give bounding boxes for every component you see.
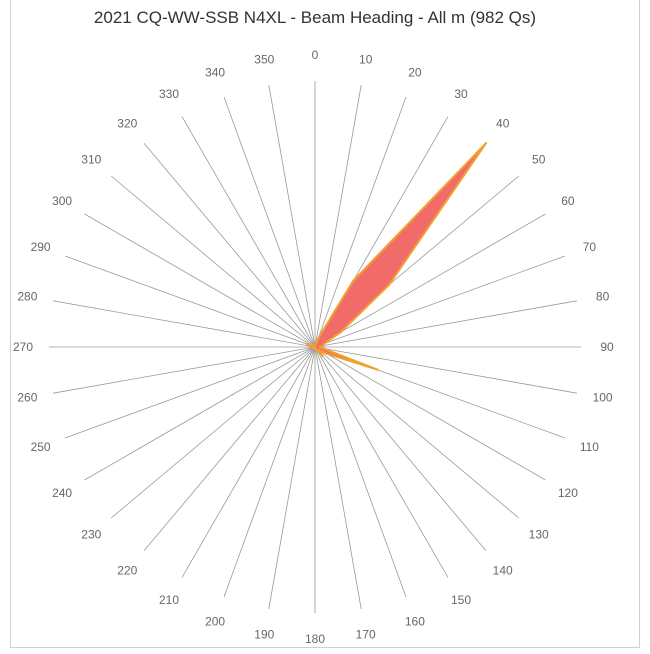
data-point-350 [313, 344, 316, 347]
spoke-label-140: 140 [493, 564, 513, 578]
spoke-label-100: 100 [593, 391, 613, 405]
spoke-line-150 [314, 346, 449, 578]
chart-title: 2021 CQ-WW-SSB N4XL - Beam Heading - All… [93, 8, 537, 27]
spoke-line-280 [52, 300, 316, 348]
data-point-90 [318, 345, 322, 349]
series-area-0 [306, 142, 487, 371]
data-point-60 [339, 330, 343, 334]
spoke-line-290 [64, 255, 316, 348]
spoke-line-240 [84, 346, 316, 481]
data-point-40 [484, 142, 488, 145]
spoke-line-330 [181, 116, 316, 348]
spoke-line-80 [314, 300, 578, 348]
spoke-label-50: 50 [532, 152, 546, 166]
spoke-label-160: 160 [405, 614, 425, 628]
spoke-line-340 [223, 96, 316, 348]
spoke-line-220 [143, 346, 316, 552]
spoke-line-200 [223, 346, 316, 598]
spoke-label-250: 250 [31, 440, 51, 454]
spoke-label-340: 340 [205, 66, 225, 80]
spoke-line-70 [314, 255, 566, 348]
spoke-label-70: 70 [583, 240, 597, 254]
spoke-line-20 [314, 96, 407, 348]
data-point-110 [376, 368, 379, 371]
spoke-label-90: 90 [600, 340, 614, 354]
spoke-label-170: 170 [356, 628, 376, 642]
spoke-label-40: 40 [496, 116, 510, 130]
spoke-line-350 [268, 84, 316, 348]
spoke-label-80: 80 [596, 289, 610, 303]
spoke-line-230 [110, 346, 316, 519]
data-point-100 [322, 347, 325, 350]
spoke-line-130 [314, 346, 520, 519]
spoke-line-60 [314, 213, 546, 348]
spoke-label-190: 190 [254, 628, 274, 642]
spoke-label-240: 240 [52, 486, 72, 500]
spoke-label-300: 300 [52, 194, 72, 208]
spoke-label-290: 290 [31, 240, 51, 254]
data-point-120 [325, 352, 328, 355]
data-point-70 [323, 342, 326, 345]
spoke-label-280: 280 [17, 289, 37, 303]
spoke-label-150: 150 [451, 593, 471, 607]
spoke-label-260: 260 [17, 391, 37, 405]
spoke-line-140 [314, 346, 487, 552]
spoke-label-0: 0 [312, 48, 319, 62]
spoke-line-170 [314, 346, 362, 610]
spoke-label-310: 310 [81, 152, 101, 166]
spoke-label-220: 220 [117, 564, 137, 578]
spoke-label-320: 320 [117, 116, 137, 130]
spoke-line-300 [84, 213, 316, 348]
data-point-30 [352, 279, 355, 282]
spoke-labels: 0 10 20 30 40 50 60 70 80 90 100 110 120 130 140 150 160… [13, 48, 614, 646]
spoke-label-200: 200 [205, 614, 225, 628]
radar-spokes [49, 81, 581, 613]
spoke-label-10: 10 [359, 52, 373, 66]
spoke-line-250 [64, 346, 316, 439]
spoke-label-330: 330 [159, 87, 179, 101]
spoke-label-120: 120 [558, 486, 578, 500]
spoke-label-130: 130 [529, 528, 549, 542]
spoke-line-120 [314, 346, 546, 481]
spoke-label-20: 20 [408, 66, 422, 80]
data-point-80 [322, 344, 325, 347]
spoke-line-160 [314, 346, 407, 598]
spoke-label-30: 30 [454, 87, 468, 101]
spoke-label-270: 270 [13, 340, 33, 354]
spoke-line-10 [314, 84, 362, 348]
spoke-label-60: 60 [561, 194, 575, 208]
spoke-label-350: 350 [254, 52, 274, 66]
data-point-20 [317, 337, 320, 340]
chart-frame [10, 0, 640, 648]
data-point-50 [387, 283, 391, 287]
spoke-line-260 [52, 346, 316, 394]
data-point-130 [317, 349, 320, 352]
spoke-line-310 [110, 175, 316, 348]
data-point-290 [306, 343, 309, 346]
spoke-line-320 [143, 142, 316, 348]
spoke-label-110: 110 [580, 440, 599, 454]
spoke-label-230: 230 [81, 528, 101, 542]
data-point-280 [307, 344, 311, 348]
spoke-line-100 [314, 346, 578, 394]
data-point-140 [321, 354, 324, 358]
spoke-line-190 [268, 346, 316, 610]
spoke-label-180: 180 [305, 632, 325, 646]
spoke-line-210 [181, 346, 316, 578]
spoke-label-210: 210 [159, 593, 179, 607]
